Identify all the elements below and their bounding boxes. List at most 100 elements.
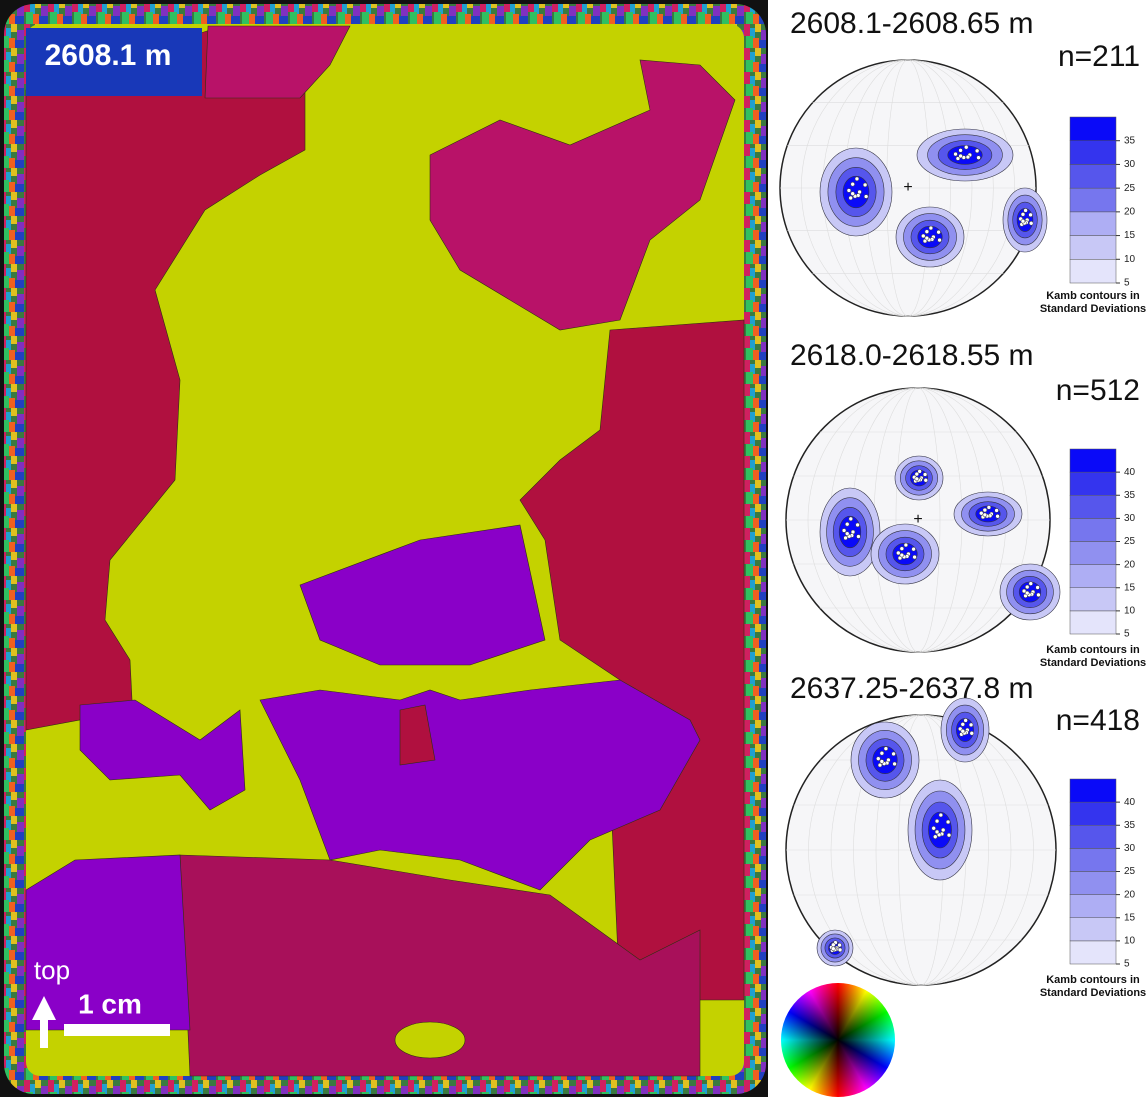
- orientation-label: top: [34, 955, 70, 985]
- colorbar-tick-label: 25: [1124, 183, 1136, 194]
- colorbar-box: [1069, 564, 1117, 588]
- pole-point: [969, 731, 975, 736]
- grain-purple: [299, 524, 546, 666]
- pole-point: [946, 832, 952, 838]
- colorbar-tick-label: 30: [1124, 513, 1136, 524]
- pole-point: [923, 478, 929, 483]
- center-mark: +: [913, 511, 922, 528]
- pole-point: [931, 826, 936, 831]
- pole-point: [1028, 221, 1034, 226]
- color-key-wheel: [781, 983, 895, 1097]
- colorbar-tick-label: 5: [1124, 959, 1130, 970]
- pole-point: [938, 812, 944, 818]
- colorbar-box: [1069, 235, 1117, 260]
- grain-red: [399, 704, 436, 766]
- colorbar-tick-label: 10: [1124, 254, 1136, 265]
- pole-figure-title: 2637.25-2637.8 m: [790, 672, 1034, 705]
- pole-point: [1035, 585, 1040, 590]
- pole-point: [974, 148, 980, 154]
- pole-point: [986, 505, 992, 510]
- colorbar-tick-label: 40: [1124, 467, 1136, 478]
- colorbar-box: [1069, 541, 1117, 565]
- colorbar-box: [1069, 518, 1117, 542]
- pole-point: [879, 751, 885, 756]
- pole-point: [896, 550, 901, 556]
- colorbar-box: [1069, 187, 1117, 213]
- pole-point: [928, 225, 934, 231]
- colorbar-title: Kamb contours in: [1046, 644, 1140, 656]
- colorbar-tick-label: 35: [1124, 135, 1136, 146]
- colorbar-box: [1069, 801, 1117, 826]
- colorbar-box: [1069, 940, 1117, 965]
- colorbar-box: [1069, 825, 1117, 849]
- pole-point: [958, 153, 963, 159]
- pole-point: [1021, 588, 1027, 594]
- pole-point: [877, 762, 883, 768]
- pole-point: [844, 531, 850, 536]
- pole-point: [862, 182, 868, 188]
- pole-point: [1028, 212, 1033, 218]
- pole-point: [994, 508, 999, 513]
- pole-figure-title: 2608.1-2608.65 m: [790, 7, 1034, 40]
- pole-point: [934, 818, 940, 824]
- colorbar-title: Standard Deviations: [1040, 987, 1146, 999]
- pole-point: [903, 542, 909, 548]
- pole-point: [964, 144, 969, 150]
- colorbar-box: [1069, 610, 1117, 635]
- colorbar-tick-label: 35: [1124, 820, 1136, 831]
- pole-point: [917, 469, 922, 474]
- pole-point: [958, 148, 963, 153]
- colorbar-tick-label: 20: [1124, 559, 1136, 570]
- colorbar-box: [1069, 848, 1117, 872]
- colorbar-title: Standard Deviations: [1040, 303, 1146, 315]
- pole-point: [831, 942, 836, 948]
- colorbar-tick-label: 5: [1124, 629, 1130, 640]
- colorbar-tick-label: 30: [1124, 159, 1136, 170]
- pole-point: [879, 759, 885, 764]
- colorbar-box: [1069, 471, 1117, 496]
- pole-point: [850, 181, 855, 187]
- sample-count: n=211: [1058, 40, 1140, 73]
- colorbar-box: [1069, 211, 1117, 236]
- pole-point: [848, 516, 854, 522]
- depth-label: 2608.1 m: [45, 39, 172, 72]
- grain-yellow: [394, 1021, 466, 1059]
- pole-point: [856, 534, 861, 539]
- colorbar-tick-label: 15: [1124, 582, 1136, 593]
- pole-point: [892, 761, 897, 767]
- contour: [928, 811, 952, 849]
- grains: [25, 25, 745, 1077]
- pole-point: [945, 819, 951, 825]
- center-mark: +: [903, 179, 912, 196]
- pole-point: [855, 522, 860, 528]
- colorbar-box: [1069, 448, 1117, 473]
- colorbar-box: [1069, 917, 1117, 942]
- pole-point: [911, 546, 916, 552]
- colorbar-box: [1069, 140, 1117, 165]
- colorbar-tick-label: 15: [1124, 912, 1136, 923]
- pole-figures: 2608.1-2608.65 m n=211 +5 10 15 20 25 30 35 Kamb …: [779, 7, 1146, 999]
- pole-point: [899, 546, 905, 551]
- grain-magenta: [429, 59, 736, 331]
- colorbar-tick-label: 10: [1124, 606, 1136, 617]
- sample-count: n=512: [1056, 374, 1140, 407]
- pole-point: [933, 834, 938, 840]
- pole-point: [976, 155, 981, 160]
- colorbar-title: Kamb contours in: [1046, 290, 1140, 302]
- pole-point: [850, 191, 855, 196]
- colorbar-box: [1069, 587, 1117, 612]
- pole-point: [912, 554, 917, 560]
- colorbar-box: [1069, 778, 1117, 803]
- colorbar-tick-label: 15: [1124, 230, 1136, 241]
- colorbar-tick-label: 10: [1124, 936, 1136, 947]
- pole-point: [837, 947, 843, 953]
- pole-point: [899, 552, 905, 558]
- pole-point: [863, 194, 869, 199]
- pole-point: [1020, 218, 1026, 224]
- pole-point: [924, 235, 930, 241]
- pole-point: [844, 521, 850, 527]
- pole-point: [891, 751, 896, 757]
- scale-label: 1 cm: [78, 988, 142, 1019]
- pole-point: [831, 946, 836, 951]
